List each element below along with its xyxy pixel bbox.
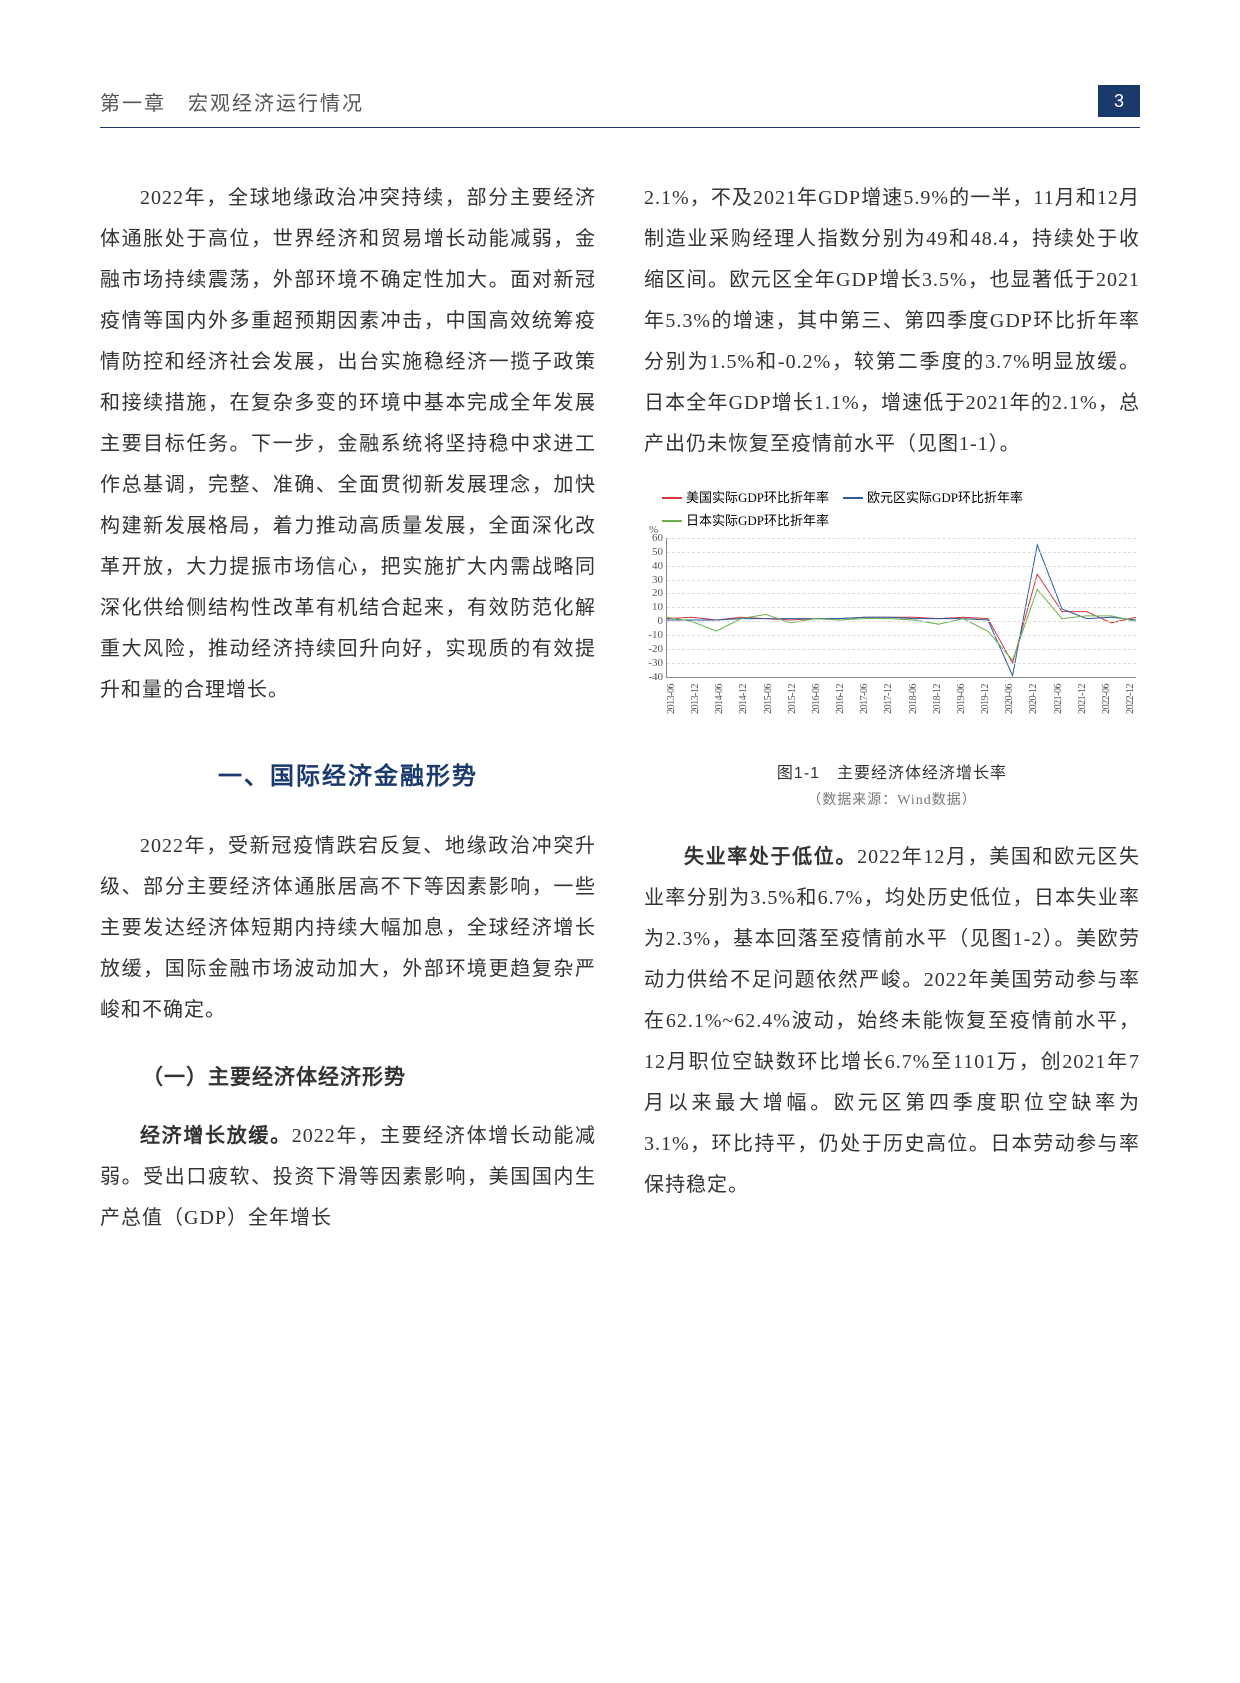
series-line <box>667 545 1136 676</box>
grid-line <box>667 663 1136 664</box>
paragraph: 失业率处于低位。2022年12月，美国和欧元区失业率分别为3.5%和6.7%，均… <box>644 837 1140 1206</box>
y-tick-label: 60 <box>652 532 663 544</box>
grid-line <box>667 649 1136 650</box>
chapter-title: 第一章 宏观经济运行情况 <box>100 87 364 116</box>
x-tick-label: 2015-06 <box>763 684 774 714</box>
grid-line <box>667 552 1136 553</box>
x-tick-label: 2013-06 <box>666 684 677 714</box>
bold-lead: 经济增长放缓。 <box>140 1125 292 1147</box>
grid-line <box>667 635 1136 636</box>
x-tick-label: 2016-12 <box>835 684 846 714</box>
right-column: 2.1%，不及2021年GDP增速5.9%的一半，11月和12月制造业采购经理人… <box>644 178 1140 1239</box>
grid-line <box>667 607 1136 608</box>
x-tick-label: 2018-12 <box>932 684 943 714</box>
x-tick-label: 2021-12 <box>1077 684 1088 714</box>
x-tick-label: 2014-12 <box>738 684 749 714</box>
x-tick-label: 2020-06 <box>1004 684 1015 714</box>
legend-label: 美国实际GDP环比折年率 <box>686 488 829 509</box>
legend-label: 欧元区实际GDP环比折年率 <box>867 488 1023 509</box>
legend-label: 日本实际GDP环比折年率 <box>686 511 829 532</box>
x-tick-label: 2021-06 <box>1053 684 1064 714</box>
y-tick-label: 0 <box>658 615 664 627</box>
x-axis-labels: 2013-06 2013-12 2014-06 2014-12 2015-06 2015-… <box>666 684 1136 714</box>
paragraph: 经济增长放缓。2022年，主要经济体增长动能减弱。受出口疲软、投资下滑等因素影响… <box>100 1116 596 1239</box>
x-tick-label: 2014-06 <box>714 684 725 714</box>
legend-swatch <box>843 497 863 499</box>
legend-item: 美国实际GDP环比折年率 <box>662 488 829 509</box>
y-tick-label: 20 <box>652 587 663 599</box>
page-header: 第一章 宏观经济运行情况 3 <box>100 85 1140 128</box>
x-tick-label: 2019-12 <box>980 684 991 714</box>
x-tick-label: 2022-12 <box>1125 684 1136 714</box>
y-tick-label: 50 <box>652 546 663 558</box>
x-tick-label: 2016-06 <box>811 684 822 714</box>
paragraph: 2.1%，不及2021年GDP增速5.9%的一半，11月和12月制造业采购经理人… <box>644 178 1140 465</box>
paragraph: 2022年，全球地缘政治冲突持续，部分主要经济体通胀处于高位，世界经济和贸易增长… <box>100 178 596 711</box>
legend-item: 欧元区实际GDP环比折年率 <box>843 488 1023 509</box>
x-tick-label: 2013-12 <box>690 684 701 714</box>
grid-line <box>667 580 1136 581</box>
x-tick-label: 2019-06 <box>956 684 967 714</box>
y-tick-label: -30 <box>648 657 663 669</box>
paragraph: 2022年，受新冠疫情跌宕反复、地缘政治冲突升级、部分主要经济体通胀居高不下等因… <box>100 826 596 1031</box>
bold-lead: 失业率处于低位。 <box>684 846 857 868</box>
chart-source: （数据来源：Wind数据） <box>644 789 1140 809</box>
x-tick-label: 2015-12 <box>787 684 798 714</box>
legend-swatch <box>662 497 682 499</box>
x-tick-label: 2017-12 <box>883 684 894 714</box>
y-tick-label: 40 <box>652 560 663 572</box>
y-tick-label: -10 <box>648 629 663 641</box>
legend-item: 日本实际GDP环比折年率 <box>662 511 829 532</box>
grid-line <box>667 566 1136 567</box>
chart-legend: 美国实际GDP环比折年率 欧元区实际GDP环比折年率日本实际GDP环比折年率 <box>644 485 1140 532</box>
grid-line <box>667 593 1136 594</box>
page-number: 3 <box>1098 85 1140 117</box>
paragraph-rest: 2022年12月，美国和欧元区失业率分别为3.5%和6.7%，均处历史低位，日本… <box>644 846 1140 1196</box>
chart-plot-area: % 6050403020100-10-20-30-40 <box>666 538 1136 678</box>
y-tick-label: 10 <box>652 601 663 613</box>
x-tick-label: 2022-06 <box>1101 684 1112 714</box>
x-tick-label: 2020-12 <box>1028 684 1039 714</box>
y-tick-label: 30 <box>652 574 663 586</box>
subsection-heading: （一）主要经济体经济形势 <box>100 1061 596 1091</box>
section-heading: 一、国际经济金融形势 <box>100 756 596 791</box>
left-column: 2022年，全球地缘政治冲突持续，部分主要经济体通胀处于高位，世界经济和贸易增长… <box>100 178 596 1239</box>
grid-line <box>667 538 1136 539</box>
chart-figure-1-1: 美国实际GDP环比折年率 欧元区实际GDP环比折年率日本实际GDP环比折年率 % … <box>644 485 1140 809</box>
x-tick-label: 2017-06 <box>859 684 870 714</box>
body-columns: 2022年，全球地缘政治冲突持续，部分主要经济体通胀处于高位，世界经济和贸易增长… <box>100 178 1140 1239</box>
x-tick-label: 2018-06 <box>908 684 919 714</box>
grid-line <box>667 621 1136 622</box>
y-tick-label: -20 <box>648 643 663 655</box>
legend-swatch <box>662 520 682 522</box>
y-tick-label: -40 <box>648 671 663 683</box>
chart-caption: 图1-1 主要经济体经济增长率 <box>644 759 1140 783</box>
